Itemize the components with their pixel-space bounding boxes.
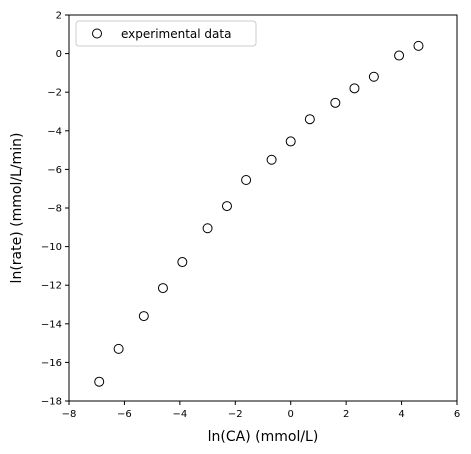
x-tick-label: −4 <box>172 409 187 420</box>
x-tick-label: −2 <box>228 409 243 420</box>
data-points <box>94 40 424 387</box>
data-point <box>221 201 232 212</box>
data-point <box>304 114 315 125</box>
legend-marker <box>92 28 102 39</box>
x-axis-ticks: −8 −6 −4 −2 0 2 4 6 <box>62 401 460 420</box>
data-point <box>177 257 188 268</box>
y-tick-label: −14 <box>41 319 62 330</box>
legend: experimental data <box>75 20 257 47</box>
data-point <box>113 343 124 354</box>
y-tick-label: −8 <box>47 204 62 215</box>
data-point <box>394 50 405 61</box>
data-point <box>349 83 360 94</box>
x-tick-label: 0 <box>288 409 294 420</box>
legend-box <box>75 20 257 47</box>
data-point <box>138 311 149 322</box>
data-point <box>241 175 252 186</box>
data-point <box>94 376 105 387</box>
x-tick-label: −8 <box>62 409 77 420</box>
x-tick-label: 6 <box>454 409 460 420</box>
y-tick-label: −10 <box>41 242 62 253</box>
plot-area <box>69 15 457 401</box>
y-tick-label: 2 <box>56 11 62 22</box>
y-axis-ticks: −18 −16 −14 −12 −10 −8 −6 −4 −2 0 2 <box>41 11 69 408</box>
data-point <box>413 40 424 51</box>
x-tick-label: −6 <box>117 409 132 420</box>
data-point <box>202 223 213 234</box>
data-point <box>157 283 168 294</box>
data-point <box>266 154 277 165</box>
x-tick-label: 4 <box>398 409 404 420</box>
y-tick-label: −18 <box>41 397 62 408</box>
y-axis-label: ln(rate) (mmol/L/min) <box>9 133 25 284</box>
x-axis-label: ln(CA) (mmol/L) <box>208 429 319 445</box>
y-tick-label: −12 <box>41 281 62 292</box>
y-tick-label: 0 <box>56 49 62 60</box>
data-point <box>330 97 341 108</box>
y-tick-label: −16 <box>41 358 62 369</box>
data-point <box>285 136 296 147</box>
y-tick-label: −2 <box>47 88 62 99</box>
plot-frame <box>68 14 458 402</box>
y-tick-label: −6 <box>47 165 62 176</box>
x-tick-label: 2 <box>343 409 349 420</box>
data-point <box>368 71 379 82</box>
legend-label: experimental data <box>121 27 231 41</box>
y-tick-label: −4 <box>47 126 62 137</box>
